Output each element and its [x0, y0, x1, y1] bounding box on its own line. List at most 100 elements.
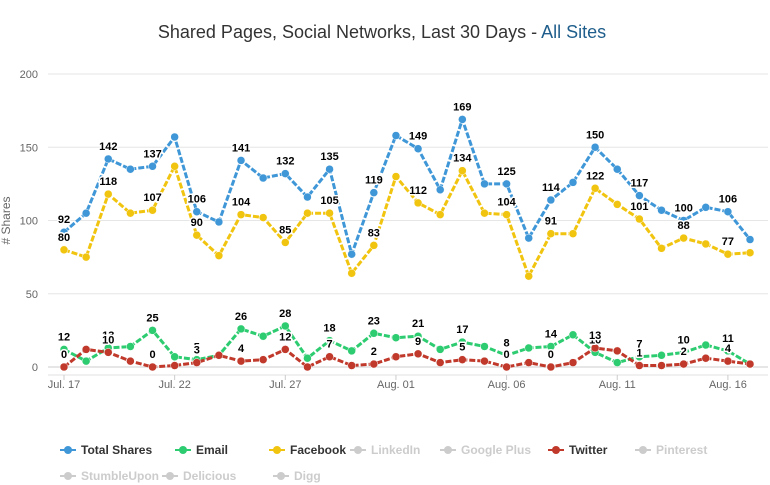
data-point-email[interactable] — [81, 356, 91, 366]
data-point-facebook[interactable] — [104, 189, 113, 199]
data-point-total-shares[interactable] — [590, 143, 600, 152]
data-point-twitter[interactable] — [657, 361, 666, 370]
legend-item-email[interactable]: Email — [175, 441, 228, 459]
data-point-total-shares[interactable] — [236, 156, 246, 165]
data-point-total-shares[interactable] — [81, 208, 91, 218]
data-point-twitter[interactable] — [59, 362, 69, 372]
data-point-twitter[interactable] — [546, 362, 556, 372]
data-point-twitter[interactable] — [590, 343, 600, 353]
data-point-facebook[interactable] — [590, 184, 600, 193]
data-point-total-shares[interactable] — [413, 144, 423, 153]
data-point-twitter[interactable] — [701, 353, 711, 363]
data-point-twitter[interactable] — [192, 358, 202, 367]
data-point-twitter[interactable] — [126, 356, 135, 366]
data-point-facebook[interactable] — [391, 172, 401, 181]
data-point-facebook[interactable] — [258, 213, 268, 222]
data-point-total-shares[interactable] — [214, 217, 224, 227]
data-point-twitter[interactable] — [524, 358, 533, 367]
data-point-total-shares[interactable] — [613, 164, 622, 174]
data-point-total-shares[interactable] — [59, 227, 69, 237]
legend-item-stumbleupon[interactable]: StumbleUpon — [60, 467, 159, 485]
data-point-twitter[interactable] — [458, 355, 467, 364]
data-point-twitter[interactable] — [413, 349, 423, 359]
data-point-facebook[interactable] — [480, 208, 489, 218]
data-point-total-shares[interactable] — [480, 179, 489, 189]
data-point-twitter[interactable] — [369, 359, 379, 369]
data-point-twitter[interactable] — [480, 356, 489, 366]
data-point-email[interactable] — [170, 352, 179, 361]
data-point-total-shares[interactable] — [192, 207, 202, 216]
data-point-total-shares[interactable] — [635, 191, 644, 200]
data-point-twitter[interactable] — [568, 358, 578, 367]
data-point-twitter[interactable] — [435, 358, 445, 367]
data-point-twitter[interactable] — [303, 362, 312, 372]
data-point-total-shares[interactable] — [347, 249, 356, 259]
data-point-total-shares[interactable] — [657, 205, 666, 215]
data-point-total-shares[interactable] — [104, 154, 113, 164]
data-point-twitter[interactable] — [281, 345, 290, 354]
data-point-facebook[interactable] — [281, 238, 290, 247]
data-point-total-shares[interactable] — [303, 192, 312, 202]
data-point-facebook[interactable] — [148, 205, 157, 215]
data-point-total-shares[interactable] — [502, 179, 511, 189]
data-point-facebook[interactable] — [170, 162, 179, 171]
data-point-twitter[interactable] — [613, 346, 622, 356]
data-point-total-shares[interactable] — [435, 185, 445, 194]
data-point-email[interactable] — [701, 340, 711, 350]
data-point-facebook[interactable] — [745, 248, 755, 257]
data-point-email[interactable] — [524, 343, 533, 353]
data-point-facebook[interactable] — [126, 208, 135, 218]
data-point-total-shares[interactable] — [701, 203, 711, 212]
data-point-email[interactable] — [347, 346, 356, 356]
data-point-email[interactable] — [613, 358, 622, 367]
data-point-facebook[interactable] — [679, 233, 688, 243]
data-point-total-shares[interactable] — [391, 131, 401, 140]
data-point-facebook[interactable] — [613, 200, 622, 209]
data-point-facebook[interactable] — [369, 241, 379, 250]
data-point-facebook[interactable] — [413, 198, 423, 208]
data-point-total-shares[interactable] — [745, 235, 755, 244]
data-point-facebook[interactable] — [502, 210, 511, 219]
data-point-email[interactable] — [657, 351, 666, 360]
data-point-facebook[interactable] — [723, 249, 733, 259]
data-point-twitter[interactable] — [81, 345, 91, 354]
data-point-email[interactable] — [723, 346, 733, 356]
data-point-total-shares[interactable] — [258, 173, 268, 183]
data-point-email[interactable] — [325, 336, 334, 345]
data-point-total-shares[interactable] — [568, 178, 578, 187]
legend-item-digg[interactable]: Digg — [273, 467, 321, 485]
data-point-twitter[interactable] — [745, 359, 755, 369]
data-point-facebook[interactable] — [303, 208, 312, 218]
data-point-total-shares[interactable] — [679, 216, 688, 225]
legend-item-total-shares[interactable]: Total Shares — [60, 441, 152, 459]
data-point-email[interactable] — [502, 351, 511, 360]
legend-item-twitter[interactable]: Twitter — [548, 441, 607, 459]
data-point-twitter[interactable] — [502, 362, 511, 372]
data-point-email[interactable] — [635, 352, 644, 361]
data-point-email[interactable] — [679, 348, 688, 357]
data-point-email[interactable] — [258, 331, 268, 341]
data-point-facebook[interactable] — [657, 244, 666, 253]
data-point-facebook[interactable] — [458, 166, 467, 175]
data-point-email[interactable] — [546, 342, 556, 351]
data-point-facebook[interactable] — [347, 268, 356, 278]
all-sites-link[interactable]: All Sites — [541, 22, 606, 42]
data-point-email[interactable] — [281, 321, 290, 331]
data-point-facebook[interactable] — [236, 210, 246, 219]
data-point-total-shares[interactable] — [546, 195, 556, 205]
data-point-facebook[interactable] — [59, 245, 69, 255]
legend-item-delicious[interactable]: Delicious — [162, 467, 236, 485]
data-point-facebook[interactable] — [435, 210, 445, 219]
data-point-facebook[interactable] — [524, 271, 533, 281]
data-point-facebook[interactable] — [81, 252, 91, 262]
data-point-total-shares[interactable] — [369, 188, 379, 197]
data-point-total-shares[interactable] — [723, 207, 733, 216]
data-point-twitter[interactable] — [723, 356, 733, 366]
data-point-facebook[interactable] — [214, 251, 224, 260]
legend-item-google-plus[interactable]: Google Plus — [440, 441, 531, 459]
data-point-email[interactable] — [568, 330, 578, 340]
data-point-email[interactable] — [148, 326, 157, 335]
data-point-twitter[interactable] — [391, 352, 401, 361]
data-point-twitter[interactable] — [679, 359, 688, 369]
data-point-twitter[interactable] — [347, 361, 356, 370]
